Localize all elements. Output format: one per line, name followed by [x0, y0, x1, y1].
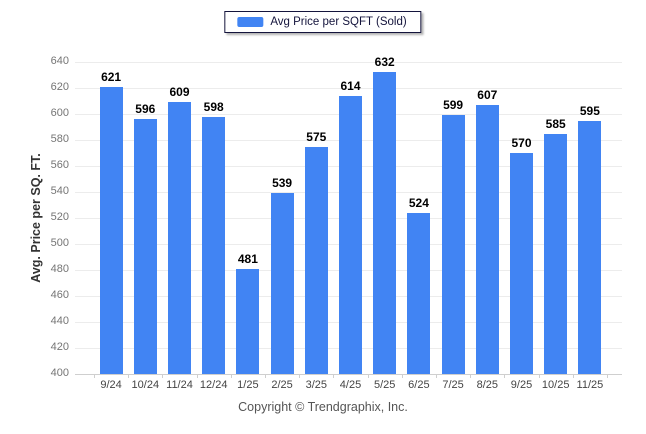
bar-value-label: 539: [272, 176, 293, 191]
bar-value-label: 524: [408, 195, 429, 210]
bar-value-label: 599: [443, 98, 464, 113]
bar-value-label: 598: [203, 99, 224, 114]
bar-value-label: 609: [169, 85, 190, 100]
x-axis-tick-label: 9/24: [100, 379, 122, 391]
x-axis-tick-label: 4/25: [339, 379, 362, 391]
x-axis-tick-label: 5/25: [373, 379, 396, 391]
x-axis-tick-label: 11/25: [576, 379, 604, 391]
bar-value-label: 585: [545, 116, 566, 131]
y-axis-tick-label: 580: [50, 133, 69, 145]
x-axis-tick: [401, 374, 403, 378]
x-axis-tick: [162, 374, 164, 378]
x-axis-tick: [299, 374, 301, 378]
x-axis-tick: [572, 374, 574, 378]
y-axis-tick-label: 620: [50, 81, 69, 93]
bar: [407, 212, 431, 374]
bar-value-label: 596: [135, 102, 156, 117]
x-axis-tick-label: 11/24: [166, 379, 193, 391]
x-axis-tick-label: 7/25: [442, 379, 464, 391]
x-axis-tick: [436, 374, 437, 378]
y-axis-tick-label: 500: [50, 237, 69, 249]
y-axis-tick-label: 480: [50, 263, 69, 275]
x-axis-tick: [367, 374, 369, 378]
bar: [168, 102, 191, 374]
x-axis-tick-label: 1/25: [237, 379, 259, 391]
x-axis-tick: [128, 374, 130, 378]
x-axis-tick-label: 9/25: [510, 379, 533, 391]
y-axis-tick-label: 640: [50, 55, 69, 67]
bar: [544, 133, 568, 374]
bar: [475, 104, 499, 374]
bar: [373, 72, 397, 374]
legend: Avg Price per SQFT (Sold): [224, 11, 422, 33]
bar: [133, 119, 157, 374]
x-axis-tick: [196, 374, 198, 378]
y-axis-tick-label: 420: [50, 341, 69, 353]
legend-swatch-icon: [237, 17, 264, 27]
x-axis-tick: [470, 374, 472, 378]
x-axis-tick-label: 2/25: [271, 379, 293, 391]
x-axis-tick: [607, 374, 608, 378]
plot-area: 400 420 440 460 480 500 520 540 560 580 600 620 640 6…: [51, 55, 622, 391]
legend-label: Avg Price per SQFT (Sold): [270, 16, 407, 28]
bar: [202, 116, 226, 374]
x-axis-tick-label: 10/24: [131, 379, 160, 391]
bar: [578, 120, 602, 374]
bar: [339, 95, 362, 374]
y-axis-tick-label: 520: [50, 211, 69, 223]
x-axis-tick: [94, 374, 95, 378]
gridline: [75, 87, 622, 89]
bar: [510, 153, 533, 374]
bar-value-label: 595: [579, 103, 600, 118]
bar: [236, 268, 260, 374]
gridline: [75, 373, 622, 375]
bar-value-label: 632: [374, 55, 395, 70]
bar-value-label: 570: [511, 136, 532, 150]
y-axis-tick-label: 440: [50, 315, 69, 327]
x-axis-tick: [265, 374, 266, 378]
bar-value-label: 607: [477, 87, 498, 102]
x-axis-tick-label: 3/25: [305, 379, 328, 391]
bar: [304, 146, 328, 374]
bar: [99, 86, 123, 374]
bar: [441, 115, 465, 374]
y-axis-tick-label: 600: [50, 107, 69, 119]
bar-value-label: 575: [306, 129, 327, 144]
y-axis-tick-label: 400: [50, 367, 69, 379]
x-axis-tick-label: 8/25: [476, 379, 499, 391]
y-axis-tick-label: 560: [50, 159, 69, 171]
y-axis-tick-label: 460: [50, 289, 69, 301]
x-axis-tick: [504, 374, 506, 378]
x-axis-tick: [230, 374, 232, 378]
bar-value-label: 614: [340, 78, 361, 93]
x-axis-tick-label: 10/25: [541, 379, 570, 391]
x-axis-tick-label: 12/24: [199, 379, 228, 391]
x-axis-tick: [538, 374, 540, 378]
gridline: [75, 61, 622, 63]
y-axis-tick-label: 540: [50, 185, 69, 197]
x-axis-tick: [333, 374, 335, 378]
bar: [270, 193, 294, 374]
bar-value-label: 621: [101, 69, 122, 84]
bar-value-label: 481: [237, 251, 258, 266]
copyright-text: Copyright © Trendgraphix, Inc.: [238, 400, 408, 414]
x-axis-tick-label: 6/25: [408, 379, 430, 391]
